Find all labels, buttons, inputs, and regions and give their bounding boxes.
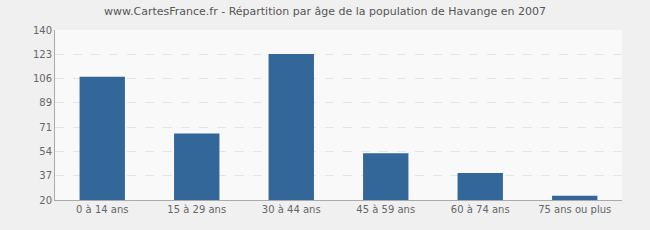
svg-text:20: 20 xyxy=(39,195,52,206)
svg-text:123: 123 xyxy=(33,49,52,60)
svg-text:89: 89 xyxy=(39,97,52,108)
svg-text:140: 140 xyxy=(33,25,52,36)
svg-text:0 à 14 ans: 0 à 14 ans xyxy=(76,204,128,215)
svg-text:37: 37 xyxy=(39,170,52,181)
svg-text:106: 106 xyxy=(33,73,52,84)
svg-text:54: 54 xyxy=(39,146,52,157)
svg-text:45 à 59 ans: 45 à 59 ans xyxy=(356,204,415,215)
svg-text:15 à 29 ans: 15 à 29 ans xyxy=(167,204,226,215)
svg-text:30 à 44 ans: 30 à 44 ans xyxy=(262,204,321,215)
svg-text:60 à 74 ans: 60 à 74 ans xyxy=(451,204,510,215)
svg-text:71: 71 xyxy=(39,122,52,133)
svg-text:www.CartesFrance.fr - Répartit: www.CartesFrance.fr - Répartition par âg… xyxy=(104,5,546,18)
svg-text:75 ans ou plus: 75 ans ou plus xyxy=(538,204,611,215)
